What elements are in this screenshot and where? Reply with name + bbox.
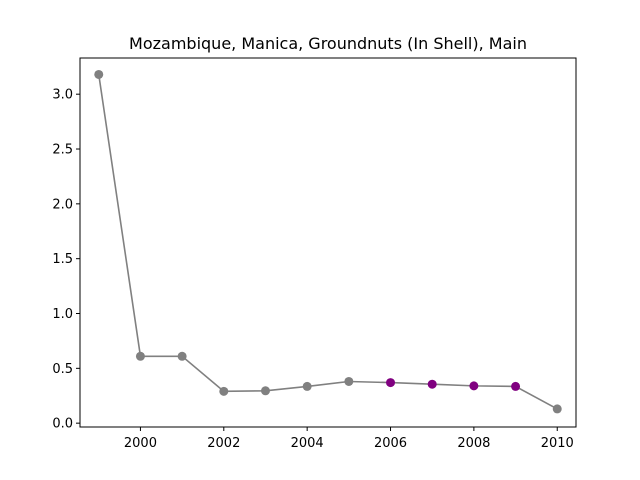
y-tick-label: 1.5 — [52, 252, 73, 267]
x-tick-label: 2000 — [124, 436, 157, 451]
x-tick-label: 2006 — [374, 436, 407, 451]
data-point-2009 — [511, 381, 521, 391]
data-point-2004 — [302, 381, 312, 391]
data-point-2002 — [219, 386, 229, 396]
data-point-2008 — [469, 381, 479, 391]
series-line — [97, 74, 558, 410]
data-point-2006 — [386, 378, 396, 388]
y-tick-label: 2.0 — [52, 197, 73, 212]
x-tick-label: 2004 — [291, 436, 324, 451]
x-tick-label: 2010 — [541, 436, 574, 451]
data-point-2000 — [135, 351, 145, 361]
data-point-2003 — [260, 386, 270, 396]
axes-frame — [79, 57, 577, 428]
plot-area — [94, 69, 562, 414]
data-point-2001 — [177, 351, 187, 361]
x-tick-label: 2008 — [457, 436, 490, 451]
x-tick-label: 2002 — [207, 436, 240, 451]
y-tick-label: 2.5 — [52, 143, 73, 158]
data-point-2007 — [427, 379, 437, 389]
chart-title: Mozambique, Manica, Groundnuts (In Shell… — [129, 34, 527, 53]
axis-ticks: 2000 2002 2004 2006 2008 2010 0.0 0.5 1.0 1.5 2.0 2… — [52, 88, 573, 451]
y-tick-label: 0.5 — [52, 362, 73, 377]
data-point-2010 — [552, 404, 562, 414]
y-tick-label: 1.0 — [52, 307, 73, 322]
data-point-1999 — [94, 69, 104, 79]
y-tick-label: 0.0 — [52, 417, 73, 432]
y-tick-label: 3.0 — [52, 88, 73, 103]
data-point-2005 — [344, 376, 354, 386]
